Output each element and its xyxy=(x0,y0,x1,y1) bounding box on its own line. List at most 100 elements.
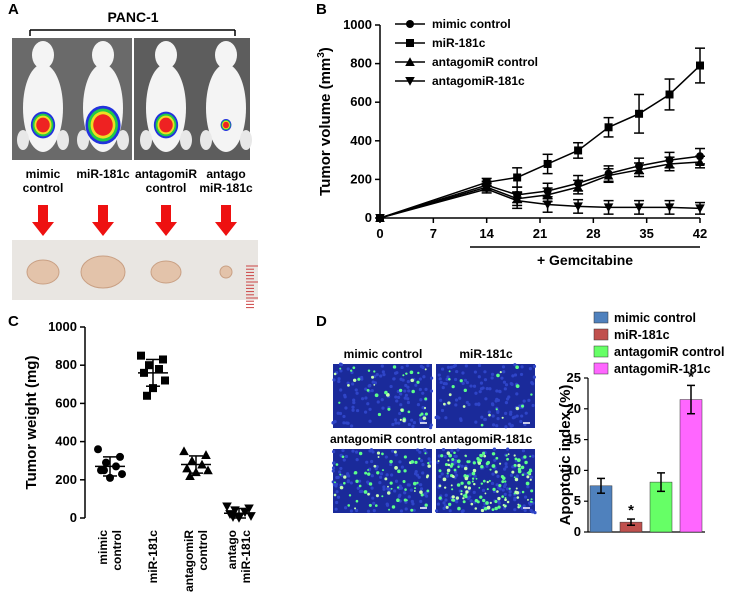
apoptotic-cell xyxy=(424,397,428,401)
apoptotic-cell xyxy=(412,481,417,486)
nucleus xyxy=(346,421,350,425)
nucleus xyxy=(501,365,506,369)
apoptotic-cell xyxy=(410,508,414,512)
nucleus xyxy=(529,475,534,479)
apoptotic-cell xyxy=(384,477,388,481)
apoptotic-cell xyxy=(402,418,406,423)
nucleus xyxy=(474,402,478,406)
apoptotic-cell xyxy=(350,369,353,372)
nucleus xyxy=(380,364,384,368)
marker xyxy=(161,376,169,385)
apoptotic-cell xyxy=(494,499,498,504)
apoptotic-cell xyxy=(516,458,521,463)
apoptotic-cell xyxy=(482,479,486,483)
nucleus xyxy=(491,414,495,418)
apoptotic-cell xyxy=(423,406,427,410)
apoptotic-cell xyxy=(529,478,532,481)
tumor xyxy=(80,255,126,289)
nucleus xyxy=(522,399,526,403)
apoptotic-cell xyxy=(527,498,529,501)
apoptotic-cell xyxy=(367,369,371,372)
apoptotic-cell xyxy=(424,412,428,416)
nucleus xyxy=(364,387,368,391)
nucleus xyxy=(407,495,411,499)
marker xyxy=(222,502,232,512)
apoptotic-cell xyxy=(426,489,430,493)
nucleus xyxy=(370,474,374,478)
nucleus xyxy=(375,465,379,469)
apoptotic-cell xyxy=(460,492,463,496)
apoptotic-cell xyxy=(366,389,370,392)
nucleus xyxy=(445,474,450,478)
apoptotic-cell xyxy=(339,473,342,476)
nucleus xyxy=(520,365,524,369)
nucleus xyxy=(351,408,355,412)
category-label: miR-181c xyxy=(146,530,160,584)
apoptotic-cell xyxy=(419,490,423,494)
apoptotic-cell xyxy=(457,506,461,511)
apoptotic-cell xyxy=(496,373,500,378)
apoptotic-cell xyxy=(396,486,400,489)
nucleus xyxy=(496,410,500,414)
apoptotic-cell xyxy=(453,468,457,472)
apoptotic-cell xyxy=(514,464,517,467)
panel-letter: B xyxy=(316,1,327,18)
series-line xyxy=(379,155,701,219)
nucleus xyxy=(491,472,495,476)
nucleus xyxy=(394,395,398,399)
apoptotic-cell xyxy=(453,451,456,455)
nucleus xyxy=(467,402,471,407)
nucleus xyxy=(502,370,506,374)
legend-marker xyxy=(406,20,414,28)
nucleus xyxy=(434,509,439,513)
marker xyxy=(664,159,675,168)
nucleus xyxy=(403,396,407,400)
apoptotic-cell xyxy=(499,462,502,465)
nucleus xyxy=(504,401,509,405)
nucleus xyxy=(479,381,484,385)
nucleus xyxy=(454,398,459,402)
legend-label: antagomiR-181c xyxy=(432,74,525,88)
nucleus xyxy=(346,381,350,385)
nucleus xyxy=(503,492,507,496)
apoptotic-cell xyxy=(443,402,446,406)
apoptotic-cell xyxy=(456,483,461,487)
apoptotic-cell xyxy=(396,498,400,503)
category-label-line: miR-181c xyxy=(199,181,253,195)
apoptotic-cell xyxy=(462,405,466,408)
apoptotic-cell xyxy=(485,501,489,505)
red-arrow xyxy=(92,205,114,236)
y-tick-label: 600 xyxy=(55,395,77,410)
apoptotic-cell xyxy=(491,464,496,468)
apoptotic-cell xyxy=(442,477,447,482)
nucleus xyxy=(465,400,469,405)
marker xyxy=(635,109,644,118)
nucleus xyxy=(394,421,398,425)
nucleus xyxy=(449,365,453,369)
apoptotic-cell xyxy=(438,484,442,488)
apoptotic-cell xyxy=(504,496,507,499)
bioluminescence xyxy=(223,121,229,129)
y-tick-label: 600 xyxy=(350,94,372,109)
nucleus xyxy=(331,480,335,484)
y-tick-label: 0 xyxy=(574,524,581,539)
nucleus xyxy=(372,509,376,513)
apoptotic-cell xyxy=(363,490,368,494)
apoptotic-cell xyxy=(530,489,534,493)
nucleus xyxy=(332,450,336,454)
nucleus xyxy=(399,509,404,513)
apoptotic-cell xyxy=(463,388,467,392)
nucleus xyxy=(370,389,374,393)
nucleus xyxy=(466,496,471,500)
nucleus xyxy=(378,481,382,485)
nucleus xyxy=(414,470,418,474)
nucleus xyxy=(429,423,433,427)
nucleus xyxy=(443,454,447,459)
nucleus xyxy=(477,402,481,406)
nucleus xyxy=(444,498,448,502)
apoptotic-cell xyxy=(516,496,520,499)
nucleus xyxy=(410,418,414,422)
apoptotic-cell xyxy=(504,480,507,483)
nucleus xyxy=(391,422,395,427)
nucleus xyxy=(371,496,375,500)
